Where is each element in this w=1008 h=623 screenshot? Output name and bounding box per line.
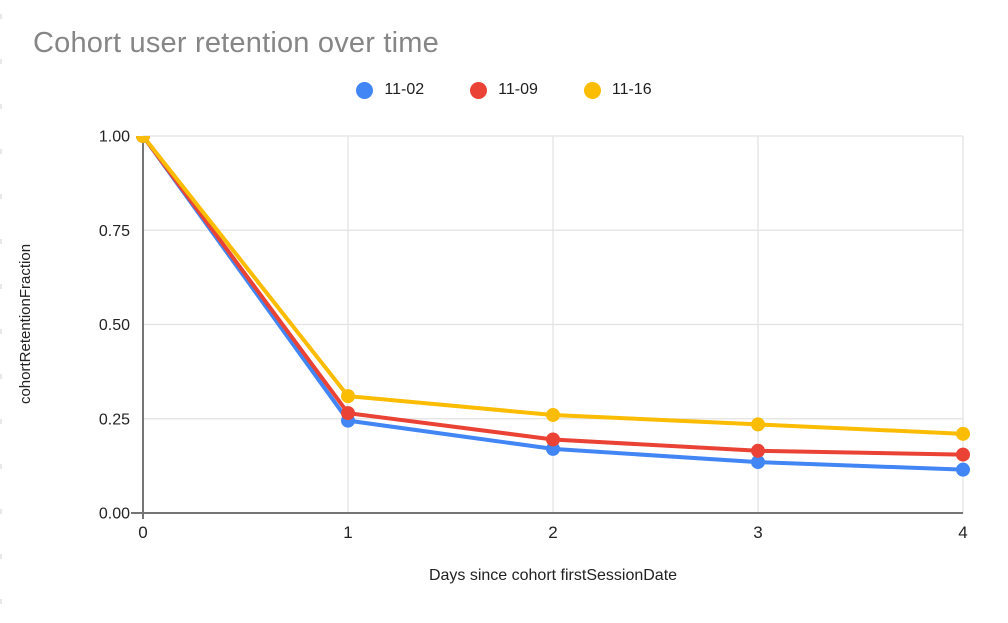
legend-label: 11-16 [611, 81, 652, 98]
y-tick-label: 0.75 [99, 223, 130, 240]
legend-label: 11-02 [384, 81, 425, 98]
y-axis-title: cohortRetentionFraction [17, 243, 34, 405]
data-point-11-16-day0[interactable] [136, 129, 150, 143]
data-point-11-09-day1[interactable] [341, 406, 355, 421]
y-tick-label: 0.25 [99, 411, 130, 428]
data-point-11-16-day1[interactable] [341, 389, 355, 404]
chart-legend: 11-02 11-09 11-16 [0, 79, 1008, 101]
data-point-11-02-day4[interactable] [956, 462, 970, 477]
x-tick-label: 3 [753, 523, 762, 542]
legend-dot-icon [470, 81, 488, 99]
chart-title: Cohort user retention over time [33, 27, 439, 59]
x-tick-label: 0 [138, 523, 147, 542]
legend-dot-icon [583, 81, 601, 99]
data-point-11-16-day3[interactable] [751, 417, 765, 432]
data-point-11-16-day2[interactable] [546, 407, 560, 422]
series-group [136, 129, 970, 477]
legend-item-11-16: 11-16 [583, 81, 652, 99]
legend-item-11-02: 11-02 [356, 81, 424, 99]
data-point-11-09-day3[interactable] [751, 443, 765, 458]
data-point-11-02-day3[interactable] [751, 455, 765, 470]
y-tick-label: 0.00 [99, 506, 130, 523]
legend-label: 11-09 [498, 81, 538, 98]
data-point-11-09-day4[interactable] [956, 447, 970, 462]
legend-item-11-09: 11-09 [470, 81, 538, 99]
legend-dot-icon [356, 81, 374, 99]
x-tick-label: 2 [548, 523, 557, 542]
data-point-11-09-day2[interactable] [546, 432, 560, 447]
x-tick-label: 4 [958, 523, 967, 542]
data-point-11-16-day4[interactable] [956, 426, 970, 441]
x-axis-title: Days since cohort firstSessionDate [428, 567, 678, 584]
y-tick-label: 0.50 [99, 317, 130, 334]
x-tick-label: 1 [343, 523, 352, 542]
left-edge-marks [0, 14, 2, 623]
y-tick-label: 1.00 [99, 129, 130, 146]
